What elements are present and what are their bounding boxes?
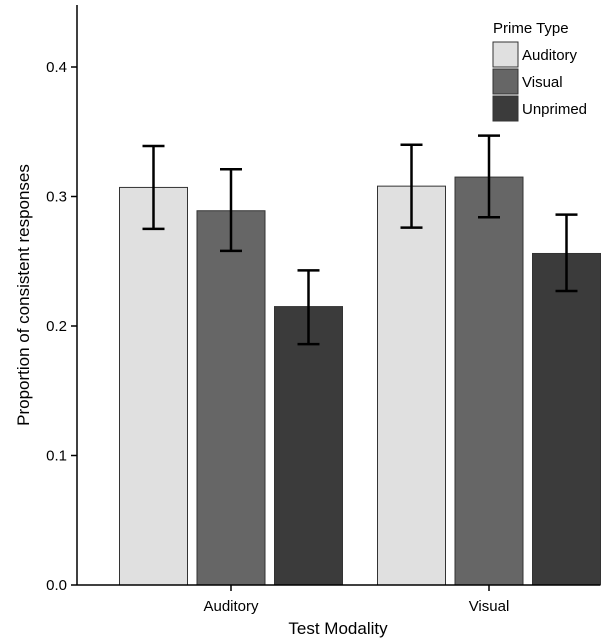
error-bar	[555, 213, 578, 293]
y-tick-label: 0.3	[46, 189, 67, 206]
bar-visual-visual	[454, 176, 524, 586]
error-bar	[478, 134, 500, 219]
bar-auditory-auditory	[119, 186, 188, 586]
error-bars-group	[142, 134, 578, 346]
bar-visual-auditory	[196, 210, 266, 586]
bar-unprimed-auditory	[274, 306, 343, 586]
y-ticks-group: 0.0 0.1 0.2 0.3 0.4	[46, 59, 77, 594]
legend-label: Unprimed	[522, 101, 587, 118]
error-bar	[220, 168, 242, 253]
y-axis-title: Proportion of consistent responses	[14, 164, 33, 426]
bars-group	[119, 176, 601, 586]
legend-label: Visual	[522, 74, 563, 91]
legend: Prime Type Auditory Visual Unprimed	[492, 20, 587, 122]
x-axis-title: Test Modality	[288, 619, 388, 638]
legend-label: Auditory	[522, 47, 578, 64]
legend-swatch-unprimed	[492, 95, 519, 122]
error-bar	[142, 144, 165, 231]
legend-swatch-auditory	[492, 41, 519, 68]
y-tick-label: 0.2	[46, 318, 67, 335]
bar-auditory-visual	[377, 185, 446, 586]
axes-group	[76, 5, 600, 586]
error-bar	[297, 269, 320, 346]
x-ticks-group: Auditory Visual	[203, 585, 509, 615]
x-tick-label: Visual	[469, 598, 510, 615]
x-tick-label: Auditory	[203, 598, 259, 615]
error-bar	[400, 143, 423, 229]
y-tick-label: 0.4	[46, 59, 67, 76]
legend-swatch-visual	[492, 68, 519, 95]
legend-title: Prime Type	[493, 20, 569, 37]
y-tick-label: 0.0	[46, 577, 67, 594]
bar-unprimed-visual	[532, 252, 601, 586]
y-tick-label: 0.1	[46, 448, 67, 465]
